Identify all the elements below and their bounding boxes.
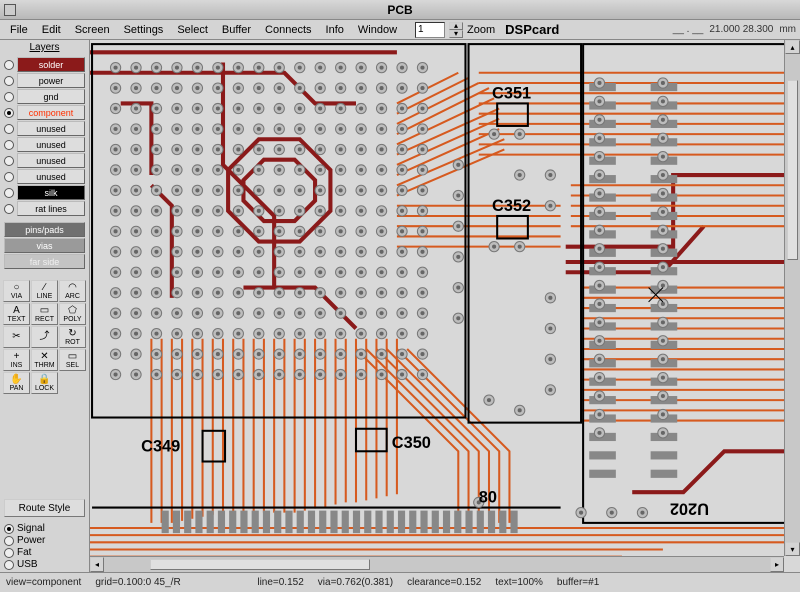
pcb-canvas[interactable]: C349 C350 C351 C352 80 U202 xyxy=(90,40,800,572)
silk-c351: C351 xyxy=(492,84,531,102)
menu-buffer[interactable]: Buffer xyxy=(216,22,257,38)
tool-PAN[interactable]: ✋PAN xyxy=(3,372,30,394)
menu-window[interactable]: Window xyxy=(352,22,403,38)
route-label: Power xyxy=(17,535,45,546)
layer-button-unused[interactable]: unused xyxy=(17,169,85,184)
layer-button-far side[interactable]: far side xyxy=(4,254,85,269)
tool-LOCK[interactable]: 🔒LOCK xyxy=(31,372,58,394)
tool-THRM[interactable]: ✕THRM xyxy=(31,349,58,371)
tool-SEL[interactable]: ▭SEL xyxy=(59,349,86,371)
status-grid: grid=0.100:0 45_/R xyxy=(95,577,180,588)
layer-radio-0[interactable] xyxy=(4,60,14,70)
menu-edit[interactable]: Edit xyxy=(36,22,67,38)
route-label: USB xyxy=(17,559,38,570)
layer-radio-7[interactable] xyxy=(4,172,14,182)
silk-c349: C349 xyxy=(141,437,180,455)
tool-ROT[interactable]: ↻ROT xyxy=(59,326,86,348)
layer-button-solder[interactable]: solder xyxy=(17,57,85,72)
canvas-area: C349 C350 C351 C352 80 U202 ▴ ▾ ◂ ▸ xyxy=(90,40,800,572)
tool-✂[interactable]: ✂ xyxy=(3,326,30,348)
scroll-thumb-h[interactable] xyxy=(150,559,370,570)
layer-button-unused[interactable]: unused xyxy=(17,121,85,136)
layers-title: Layers xyxy=(0,40,89,55)
status-buffer: buffer=#1 xyxy=(557,577,599,588)
silk-c352: C352 xyxy=(492,197,531,215)
statusbar: view=component grid=0.100:0 45_/R line=0… xyxy=(0,572,800,592)
route-radio-Signal[interactable] xyxy=(4,524,14,534)
coord-dash: __ . __ xyxy=(673,24,704,35)
layer-radio-6[interactable] xyxy=(4,156,14,166)
layer-button-silk[interactable]: silk xyxy=(17,185,85,200)
scrollbar-horizontal[interactable]: ◂ ▸ xyxy=(90,556,784,572)
layer-button-pins/pads[interactable]: pins/pads xyxy=(4,222,85,237)
tool-POLY[interactable]: ⬠POLY xyxy=(59,303,86,325)
tool-VIA[interactable]: ○VIA xyxy=(3,280,30,302)
menu-settings[interactable]: Settings xyxy=(118,22,170,38)
route-style-button[interactable]: Route Style xyxy=(4,499,85,517)
coord-readout: __ . __ 21.000 28.300 mm xyxy=(673,24,796,35)
status-via: via=0.762(0.381) xyxy=(318,577,393,588)
layer-radio-3[interactable] xyxy=(4,108,14,118)
silk-80: 80 xyxy=(479,488,497,506)
sidebar: Layers solder power gnd component unused… xyxy=(0,40,90,572)
layer-button-gnd[interactable]: gnd xyxy=(17,89,85,104)
zoom-input[interactable] xyxy=(415,22,445,38)
menu-select[interactable]: Select xyxy=(171,22,214,38)
status-clearance: clearance=0.152 xyxy=(407,577,481,588)
layer-radio-1[interactable] xyxy=(4,76,14,86)
status-line: line=0.152 xyxy=(257,577,303,588)
window-menu-icon[interactable] xyxy=(4,4,16,16)
coord-units: mm xyxy=(779,24,796,35)
zoom-label: Zoom xyxy=(467,24,495,36)
layer-button-rat lines[interactable]: rat lines xyxy=(17,201,85,216)
status-view: view=component xyxy=(6,577,81,588)
scroll-up-button[interactable]: ▴ xyxy=(785,40,800,54)
menu-file[interactable]: File xyxy=(4,22,34,38)
menu-info[interactable]: Info xyxy=(320,22,350,38)
scrollbar-vertical[interactable]: ▴ ▾ xyxy=(784,40,800,556)
route-radio-USB[interactable] xyxy=(4,560,14,570)
menubar: File Edit Screen Settings Select Buffer … xyxy=(0,20,800,40)
scroll-right-button[interactable]: ▸ xyxy=(770,557,784,572)
layer-button-unused[interactable]: unused xyxy=(17,153,85,168)
titlebar: PCB xyxy=(0,0,800,20)
layer-radio-5[interactable] xyxy=(4,140,14,150)
status-text: text=100% xyxy=(495,577,543,588)
layer-radio-9[interactable] xyxy=(4,204,14,214)
layer-button-component[interactable]: component xyxy=(17,105,85,120)
tool-INS[interactable]: +INS xyxy=(3,349,30,371)
layer-radio-8[interactable] xyxy=(4,188,14,198)
menu-screen[interactable]: Screen xyxy=(69,22,116,38)
zoom-down-button[interactable]: ▾ xyxy=(449,30,463,38)
route-radio-Fat[interactable] xyxy=(4,548,14,558)
silk-u202: U202 xyxy=(670,499,709,517)
layer-radio-2[interactable] xyxy=(4,92,14,102)
route-radio-Power[interactable] xyxy=(4,536,14,546)
window-title: PCB xyxy=(387,3,412,17)
zoom-controls: ▴ ▾ Zoom DSPcard xyxy=(415,22,559,38)
layer-button-vias[interactable]: vias xyxy=(4,238,85,253)
tool-TEXT[interactable]: ATEXT xyxy=(3,303,30,325)
layer-button-unused[interactable]: unused xyxy=(17,137,85,152)
layer-button-power[interactable]: power xyxy=(17,73,85,88)
tool-RECT[interactable]: ▭RECT xyxy=(31,303,58,325)
silk-c350: C350 xyxy=(392,434,431,452)
route-label: Fat xyxy=(17,547,31,558)
scroll-left-button[interactable]: ◂ xyxy=(90,557,104,572)
scroll-down-button[interactable]: ▾ xyxy=(785,542,800,556)
coord-value: 21.000 28.300 xyxy=(709,24,773,35)
tool-LINE[interactable]: ∕LINE xyxy=(31,280,58,302)
scroll-thumb-v[interactable] xyxy=(787,80,798,260)
menu-connects[interactable]: Connects xyxy=(259,22,317,38)
board-name: DSPcard xyxy=(505,22,559,37)
tool-ARC[interactable]: ◠ARC xyxy=(59,280,86,302)
layer-radio-4[interactable] xyxy=(4,124,14,134)
tool-⤴[interactable]: ⤴ xyxy=(31,326,58,348)
route-label: Signal xyxy=(17,523,45,534)
